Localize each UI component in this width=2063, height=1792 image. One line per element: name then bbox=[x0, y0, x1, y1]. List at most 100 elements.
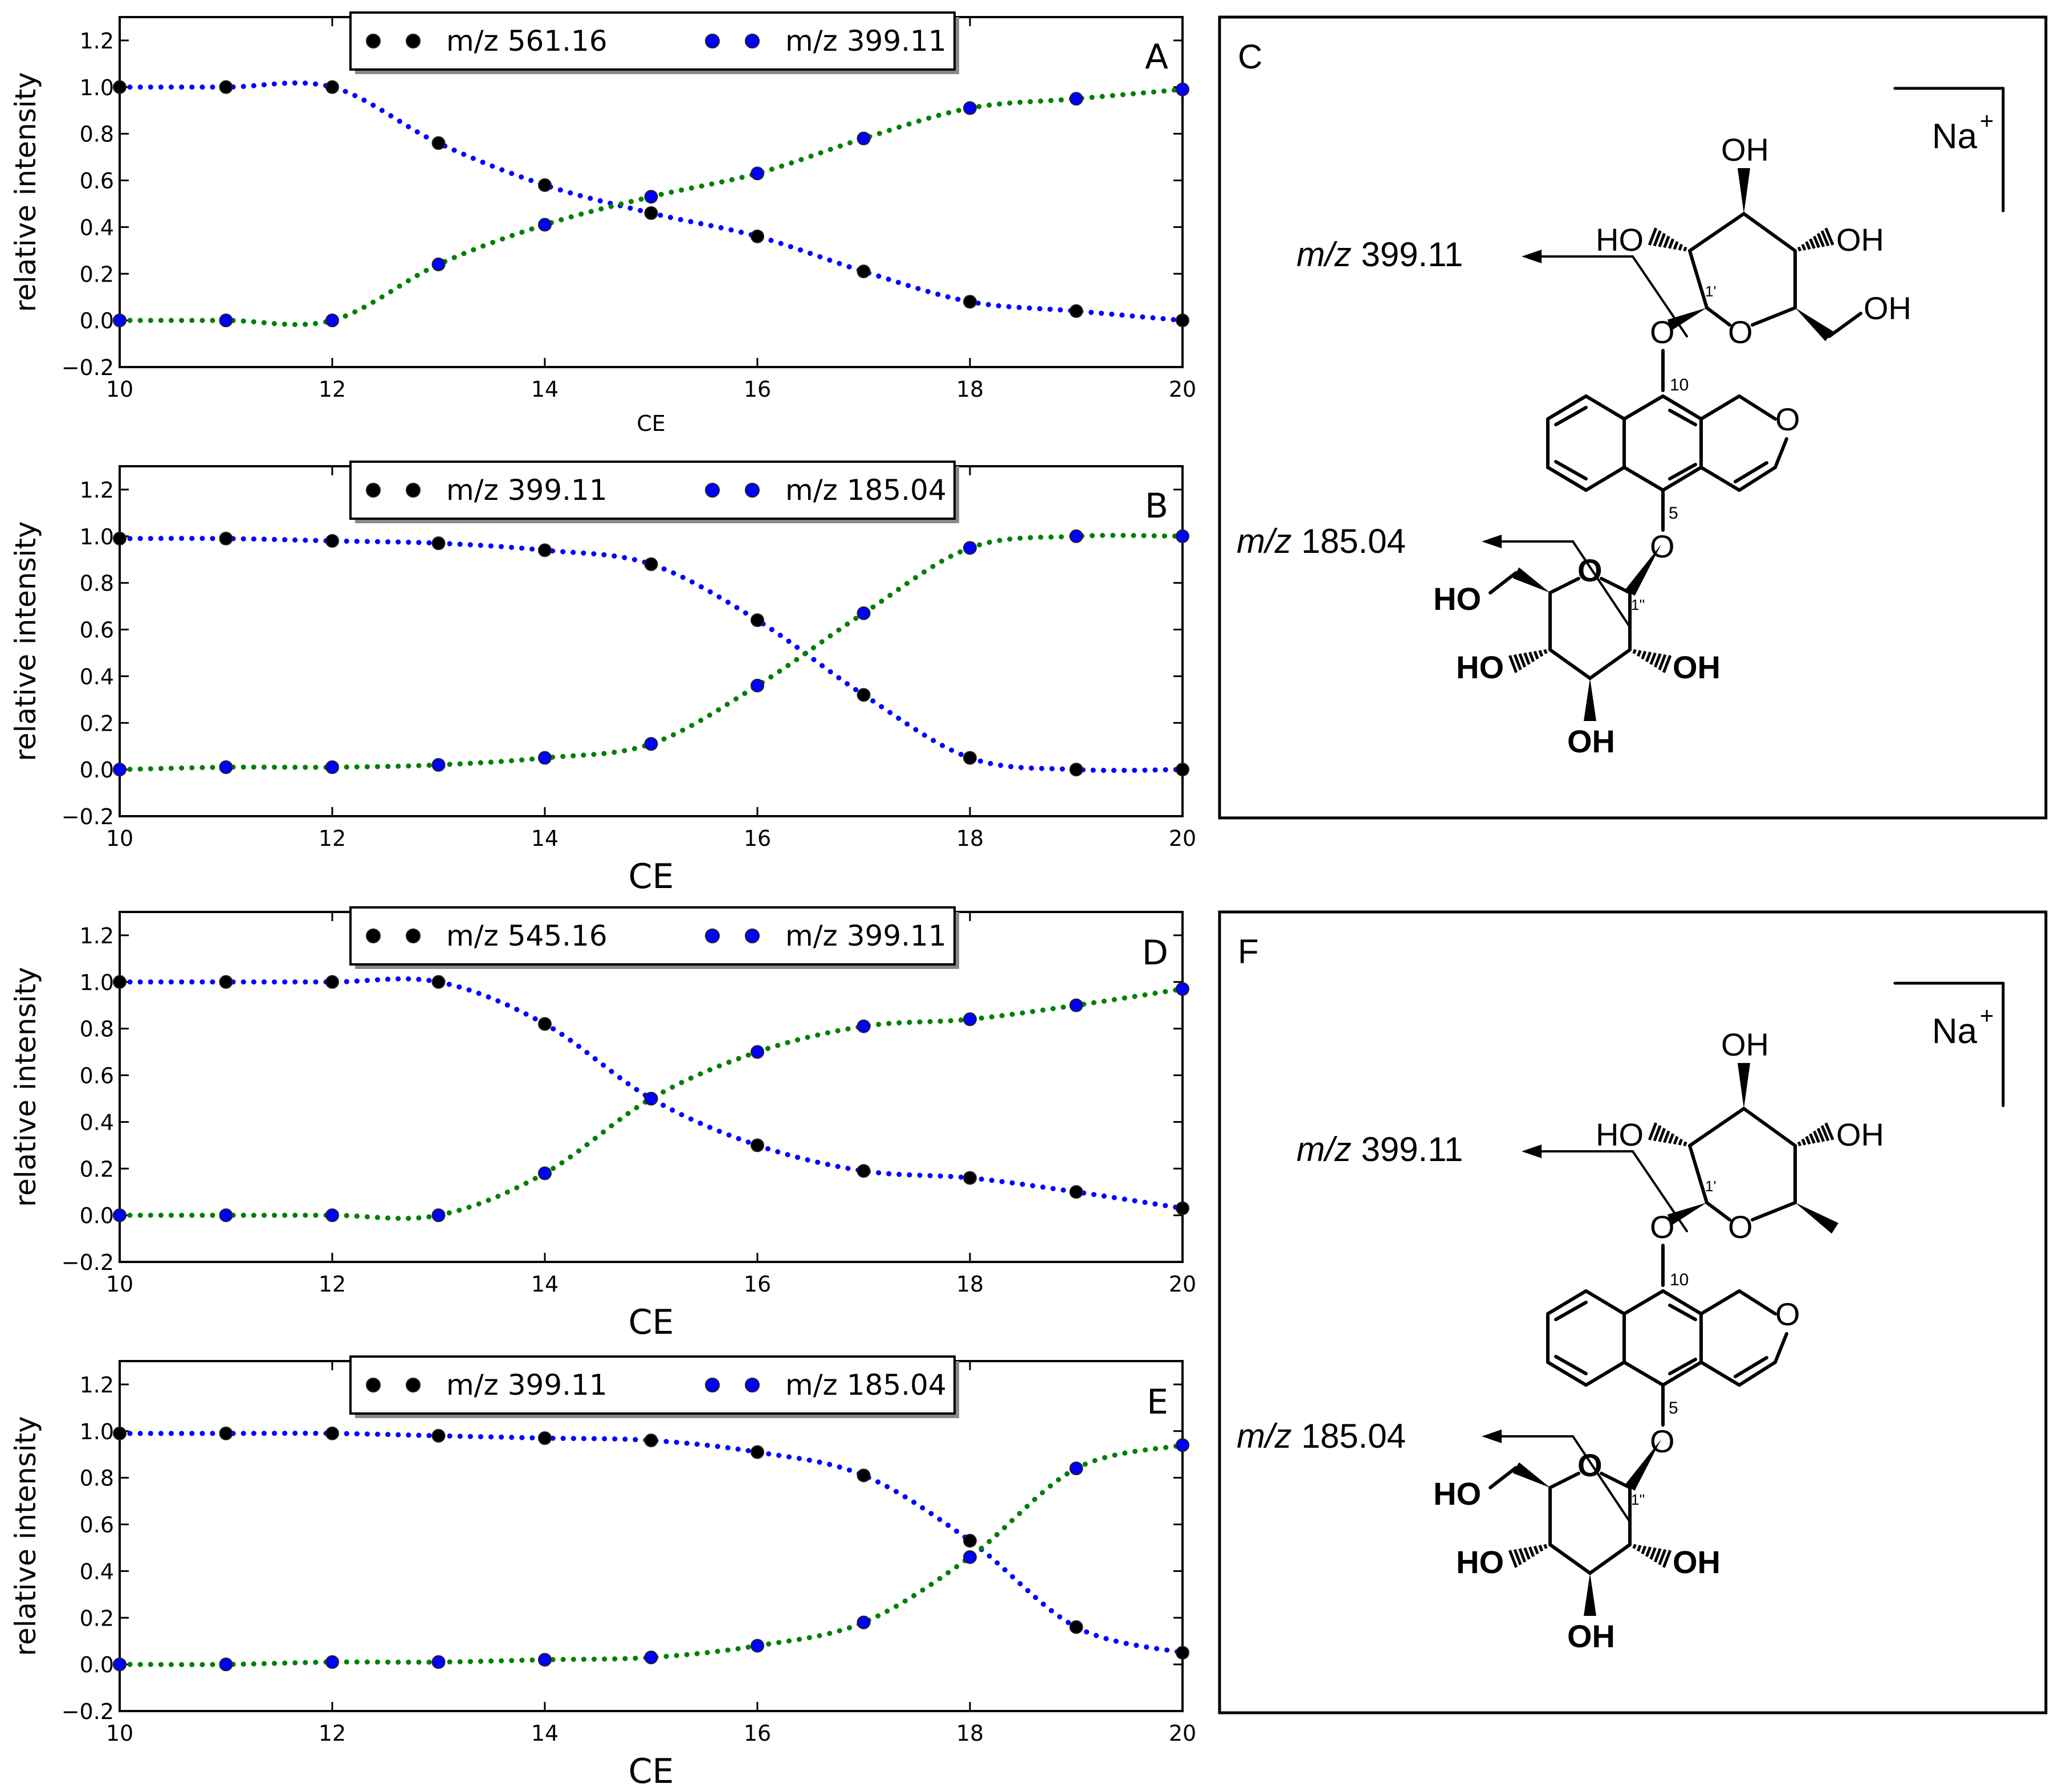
position-label: 5 bbox=[1669, 504, 1678, 523]
hash-bond bbox=[1813, 235, 1820, 249]
data-point-0 bbox=[1069, 1185, 1083, 1199]
bond bbox=[1751, 1201, 1797, 1221]
data-point-0 bbox=[325, 1426, 339, 1440]
data-point-1 bbox=[431, 757, 446, 772]
data-point-1 bbox=[1069, 1461, 1083, 1476]
hash-bond bbox=[1809, 1133, 1816, 1144]
hash-bond bbox=[1649, 652, 1657, 665]
hash-bond bbox=[1518, 653, 1527, 668]
hash-bond bbox=[1636, 650, 1642, 657]
data-point-1 bbox=[751, 1045, 764, 1059]
legend-marker bbox=[406, 34, 421, 48]
data-point-1 bbox=[751, 1639, 764, 1653]
series-line-0 bbox=[117, 976, 1185, 1211]
wedge-bond bbox=[1625, 544, 1661, 596]
bond bbox=[1738, 1361, 1777, 1387]
data-point-0 bbox=[538, 178, 552, 192]
hash-bond bbox=[1805, 1135, 1811, 1145]
legend-marker bbox=[366, 1378, 381, 1392]
ring-oxygen: O bbox=[1577, 1447, 1603, 1483]
chart-panel-d: −0.2 0.0 0.2 0.4 0.6 0.8 1.0 1.2 10 12 14 16 18 20 CE r… bbox=[9, 906, 1196, 1342]
x-tick-label: 18 bbox=[956, 1272, 984, 1297]
y-tick-label: 1.2 bbox=[80, 923, 114, 948]
structure-frame bbox=[1218, 910, 2048, 1714]
hash-bond bbox=[1528, 1546, 1535, 1557]
data-point-1 bbox=[219, 1208, 233, 1223]
data-point-0 bbox=[113, 975, 127, 989]
data-point-1 bbox=[1069, 998, 1083, 1012]
legend-box bbox=[349, 11, 956, 71]
mz-italic: m/z bbox=[1296, 235, 1352, 274]
y-tick-label: 1.2 bbox=[80, 28, 114, 54]
hash-bond bbox=[1824, 227, 1834, 246]
data-point-0 bbox=[219, 975, 233, 989]
data-point-0 bbox=[1069, 763, 1083, 777]
hash-bond bbox=[1658, 1127, 1666, 1142]
data-point-1 bbox=[431, 1655, 446, 1669]
data-point-1 bbox=[538, 1652, 552, 1667]
wedge-bond bbox=[1512, 1462, 1550, 1488]
x-axis-label: CE bbox=[637, 411, 666, 436]
y-tick-label: 0.4 bbox=[80, 1559, 114, 1584]
data-point-1 bbox=[857, 1019, 871, 1033]
hash-bond bbox=[1513, 1549, 1522, 1566]
x-tick-label: 20 bbox=[1169, 377, 1196, 402]
bond bbox=[1600, 1472, 1632, 1489]
bond bbox=[1742, 1107, 1797, 1147]
atom-label: HO bbox=[1596, 1117, 1644, 1152]
x-tick-label: 12 bbox=[319, 1721, 346, 1746]
hash-bond bbox=[1653, 653, 1662, 668]
hash-bond bbox=[1658, 1549, 1667, 1566]
structure-frame bbox=[1218, 15, 2048, 820]
data-point-0 bbox=[963, 1171, 977, 1185]
data-point-0 bbox=[1069, 304, 1083, 318]
bond bbox=[1738, 466, 1777, 492]
bond bbox=[1668, 409, 1697, 426]
hash-bond bbox=[1543, 1543, 1548, 1549]
position-label: 10 bbox=[1670, 376, 1689, 394]
legend-label: m/z 561.16 bbox=[446, 25, 608, 58]
x-tick-label: 20 bbox=[1169, 1272, 1196, 1297]
ion-label: Na bbox=[1932, 1012, 1978, 1051]
y-tick-label: −0.2 bbox=[62, 355, 114, 380]
legend-marker bbox=[745, 34, 760, 48]
y-tick-label: 0.2 bbox=[80, 711, 114, 736]
aromatic-bond bbox=[1622, 466, 1665, 492]
x-tick-label: 14 bbox=[531, 1272, 558, 1297]
bond bbox=[1588, 1543, 1632, 1575]
atom-label: O bbox=[1650, 314, 1675, 350]
hash-bond bbox=[1523, 1547, 1531, 1560]
mz-italic: m/z bbox=[1237, 1417, 1292, 1455]
data-point-1 bbox=[1176, 1438, 1189, 1452]
y-tick-label: 0.8 bbox=[80, 122, 114, 147]
aromatic-bond bbox=[1661, 394, 1703, 421]
legend-label: m/z 399.11 bbox=[446, 1369, 608, 1402]
wedge-bond bbox=[1795, 308, 1834, 341]
y-tick-label: 0.8 bbox=[80, 1017, 114, 1042]
hash-bond bbox=[1648, 227, 1658, 246]
legend-marker bbox=[745, 483, 760, 498]
hash-bond bbox=[1653, 1125, 1662, 1142]
data-point-0 bbox=[963, 1534, 977, 1548]
data-point-0 bbox=[751, 613, 764, 628]
x-tick-label: 12 bbox=[319, 826, 346, 851]
hash-bond bbox=[1797, 246, 1802, 252]
x-tick-label: 16 bbox=[744, 826, 771, 851]
bond bbox=[1548, 577, 1580, 594]
data-point-1 bbox=[963, 101, 977, 115]
hash-bond bbox=[1528, 651, 1535, 662]
data-point-0 bbox=[538, 1431, 552, 1445]
hash-bond bbox=[1649, 1547, 1657, 1560]
hash-bond bbox=[1632, 1543, 1637, 1549]
data-point-1 bbox=[431, 257, 446, 271]
legend-marker bbox=[406, 483, 421, 498]
x-tick-label: 14 bbox=[531, 377, 558, 402]
bond bbox=[1738, 1289, 1777, 1316]
bond bbox=[1699, 466, 1741, 492]
atom-label: OH bbox=[1836, 222, 1884, 258]
ring-oxygen: O bbox=[1775, 1296, 1800, 1332]
hash-bond bbox=[1809, 238, 1816, 249]
ring-oxygen: O bbox=[1775, 401, 1800, 437]
y-tick-label: 0.6 bbox=[80, 169, 114, 194]
x-tick-label: 18 bbox=[956, 377, 984, 402]
